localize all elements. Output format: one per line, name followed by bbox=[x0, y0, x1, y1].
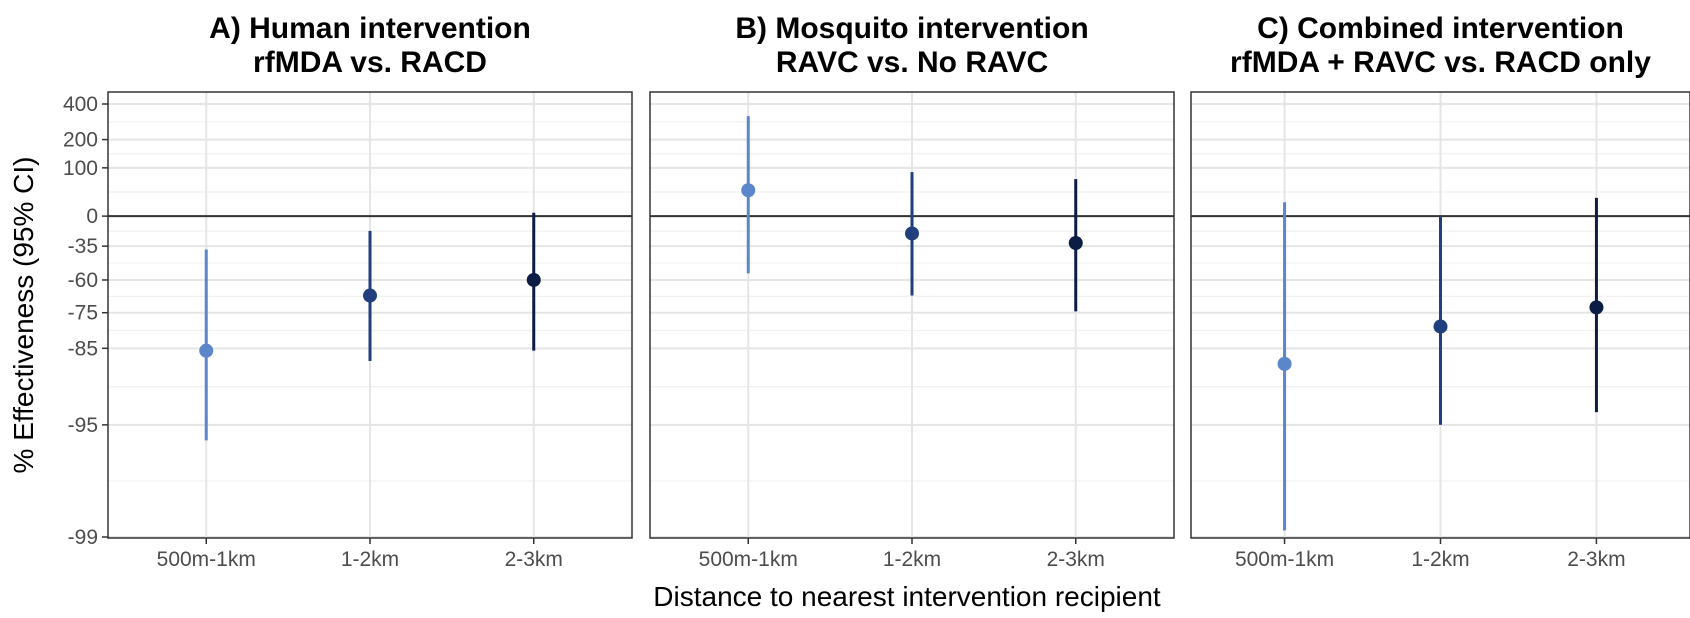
y-tick-label-9: -99 bbox=[68, 526, 98, 549]
y-tick-label-8: -95 bbox=[68, 414, 98, 437]
x-tick-label-0-2: 2-3km bbox=[505, 548, 563, 571]
y-axis-title: % Effectiveness (95% CI) bbox=[8, 157, 39, 474]
estimate-point-2-0 bbox=[1277, 356, 1292, 371]
x-tick-label-1-1: 1-2km bbox=[883, 548, 941, 571]
panel-title-line1-1: B) Mosquito intervention bbox=[735, 12, 1088, 45]
estimate-point-0-2 bbox=[526, 272, 541, 287]
estimate-point-1-2 bbox=[1068, 236, 1083, 251]
y-tick-label-1: 200 bbox=[63, 129, 98, 152]
x-tick-label-2-0: 500m-1km bbox=[1235, 548, 1334, 571]
panel-title-line1-2: C) Combined intervention bbox=[1257, 12, 1624, 45]
panel-title-line1-0: A) Human intervention bbox=[209, 12, 531, 45]
y-tick-label-4: -35 bbox=[68, 235, 98, 258]
panel-title-line2-0: rfMDA vs. RACD bbox=[253, 46, 487, 79]
estimate-point-0-1 bbox=[363, 288, 377, 303]
estimate-point-2-2 bbox=[1589, 300, 1604, 315]
panel-title-line2-1: RAVC vs. No RAVC bbox=[776, 46, 1048, 79]
y-tick-label-0: 400 bbox=[63, 93, 98, 116]
x-tick-label-0-0: 500m-1km bbox=[157, 548, 256, 571]
x-tick-label-1-0: 500m-1km bbox=[699, 548, 798, 571]
x-tick-label-2-2: 2-3km bbox=[1567, 548, 1625, 571]
estimate-point-1-0 bbox=[741, 183, 756, 198]
estimate-point-1-1 bbox=[905, 226, 919, 241]
y-tick-label-2: 100 bbox=[63, 157, 98, 180]
x-tick-label-1-2: 2-3km bbox=[1047, 548, 1105, 571]
x-tick-label-2-1: 1-2km bbox=[1411, 548, 1469, 571]
y-tick-label-5: -60 bbox=[68, 269, 98, 292]
y-tick-label-6: -75 bbox=[68, 302, 98, 325]
x-tick-label-0-1: 1-2km bbox=[341, 548, 399, 571]
panel-title-line2-2: rfMDA + RAVC vs. RACD only bbox=[1230, 46, 1651, 79]
estimate-point-2-1 bbox=[1433, 319, 1448, 334]
y-tick-label-3: 0 bbox=[86, 205, 98, 228]
x-axis-title: Distance to nearest intervention recipie… bbox=[653, 581, 1161, 612]
estimate-point-0-0 bbox=[199, 343, 214, 358]
y-tick-label-7: -85 bbox=[68, 337, 98, 360]
